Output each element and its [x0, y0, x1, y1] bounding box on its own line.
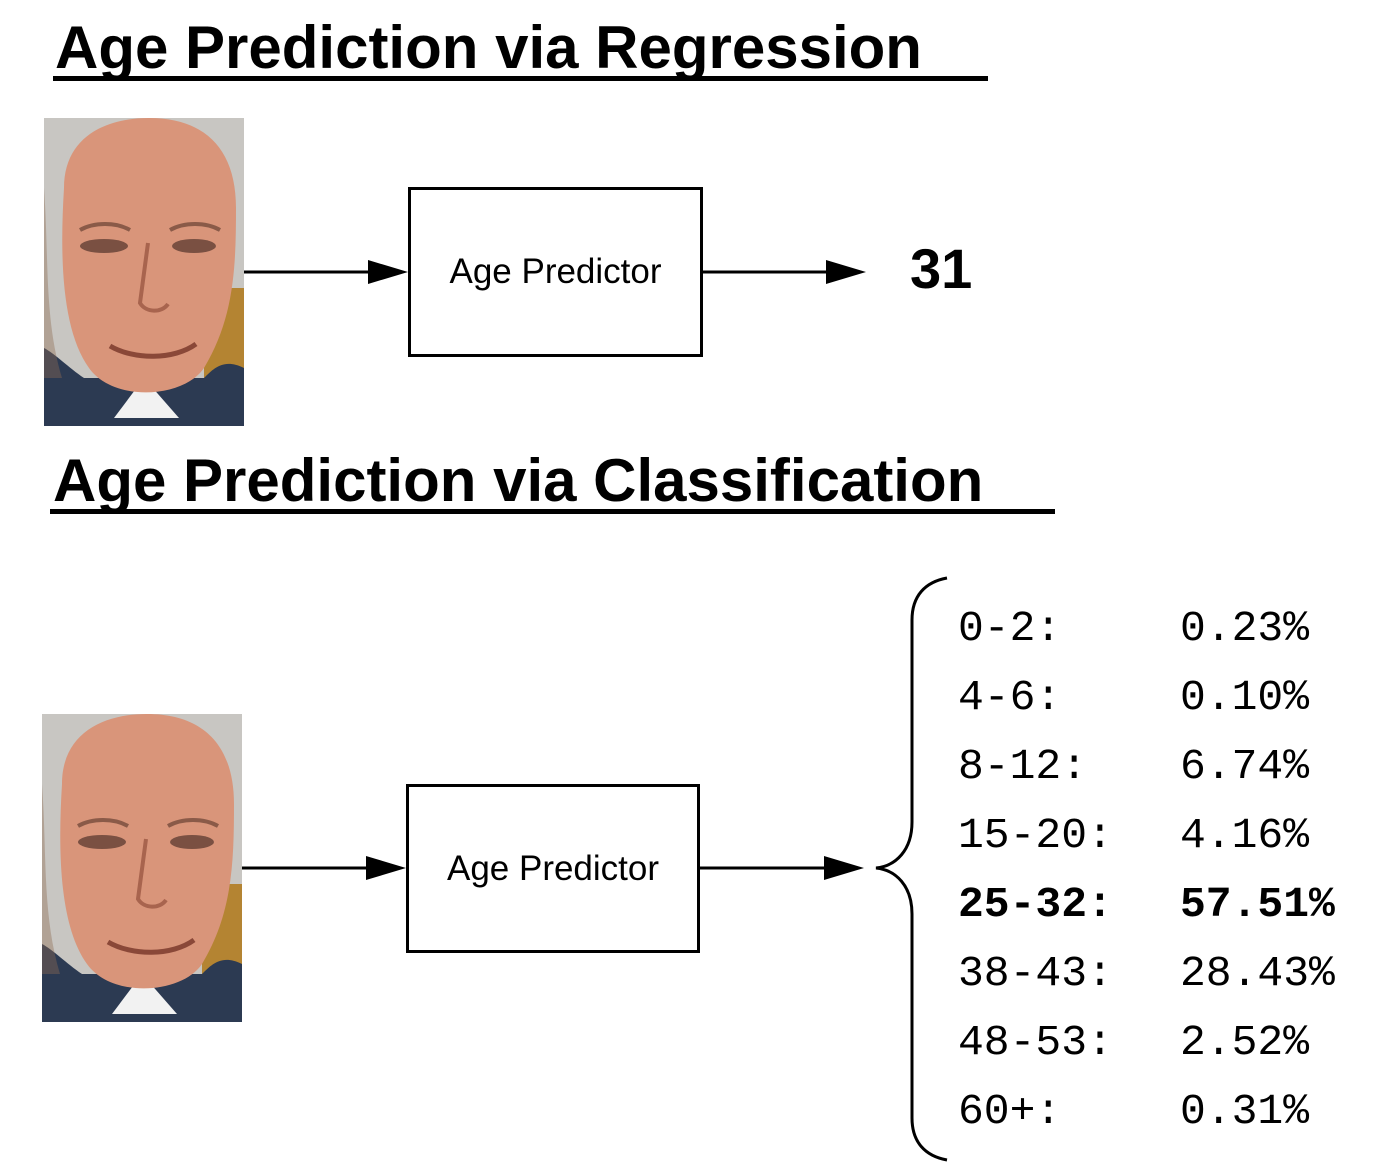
age-range-label: 38-43:	[958, 949, 1113, 998]
age-distribution-row: 60+: 0.31%	[958, 1090, 1309, 1133]
regression-output-value: 31	[910, 237, 973, 300]
age-probability-value: 2.52%	[1180, 1018, 1310, 1067]
age-range-label: 0-2:	[958, 604, 1062, 653]
curly-brace	[875, 576, 948, 1162]
age-distribution-row: 25-32: 57.51%	[958, 883, 1335, 926]
age-range-label: 25-32:	[958, 880, 1113, 929]
age-predictor-label: Age Predictor	[449, 252, 662, 291]
classification-title-underline	[50, 509, 1055, 514]
age-range-label: 8-12:	[958, 742, 1088, 791]
arrow-face-to-predictor-regression	[244, 260, 408, 284]
face-image-classification	[42, 714, 242, 1022]
age-distribution-row: 0-2: 0.23%	[958, 607, 1309, 650]
age-probability-value: 0.23%	[1180, 604, 1310, 653]
age-distribution-row: 15-20: 4.16%	[958, 814, 1309, 857]
age-range-label: 15-20:	[958, 811, 1113, 860]
age-predictor-box-regression: Age Predictor	[408, 187, 703, 357]
age-range-label: 4-6:	[958, 673, 1062, 722]
regression-title: Age Prediction via Regression	[55, 14, 922, 81]
arrow-predictor-to-output-regression	[703, 260, 866, 284]
age-probability-value: 28.43%	[1180, 949, 1335, 998]
age-distribution-row: 4-6: 0.10%	[958, 676, 1309, 719]
face-image-regression	[44, 118, 244, 426]
age-range-label: 60+:	[958, 1087, 1062, 1136]
age-distribution-row: 48-53: 2.52%	[958, 1021, 1309, 1064]
age-probability-value: 0.31%	[1180, 1087, 1310, 1136]
age-probability-value: 4.16%	[1180, 811, 1310, 860]
regression-title-underline	[53, 76, 988, 81]
arrow-predictor-to-distribution-classification	[700, 856, 864, 880]
age-range-label: 48-53:	[958, 1018, 1113, 1067]
age-probability-value: 57.51%	[1180, 880, 1335, 929]
age-probability-value: 0.10%	[1180, 673, 1310, 722]
age-predictor-label: Age Predictor	[446, 848, 660, 888]
classification-title: Age Prediction via Classification	[53, 447, 984, 514]
age-distribution-row: 38-43: 28.43%	[958, 952, 1335, 995]
arrow-face-to-predictor-classification	[242, 856, 406, 880]
age-distribution-row: 8-12: 6.74%	[958, 745, 1309, 788]
age-predictor-box-classification: Age Predictor	[406, 784, 700, 953]
age-probability-value: 6.74%	[1180, 742, 1310, 791]
